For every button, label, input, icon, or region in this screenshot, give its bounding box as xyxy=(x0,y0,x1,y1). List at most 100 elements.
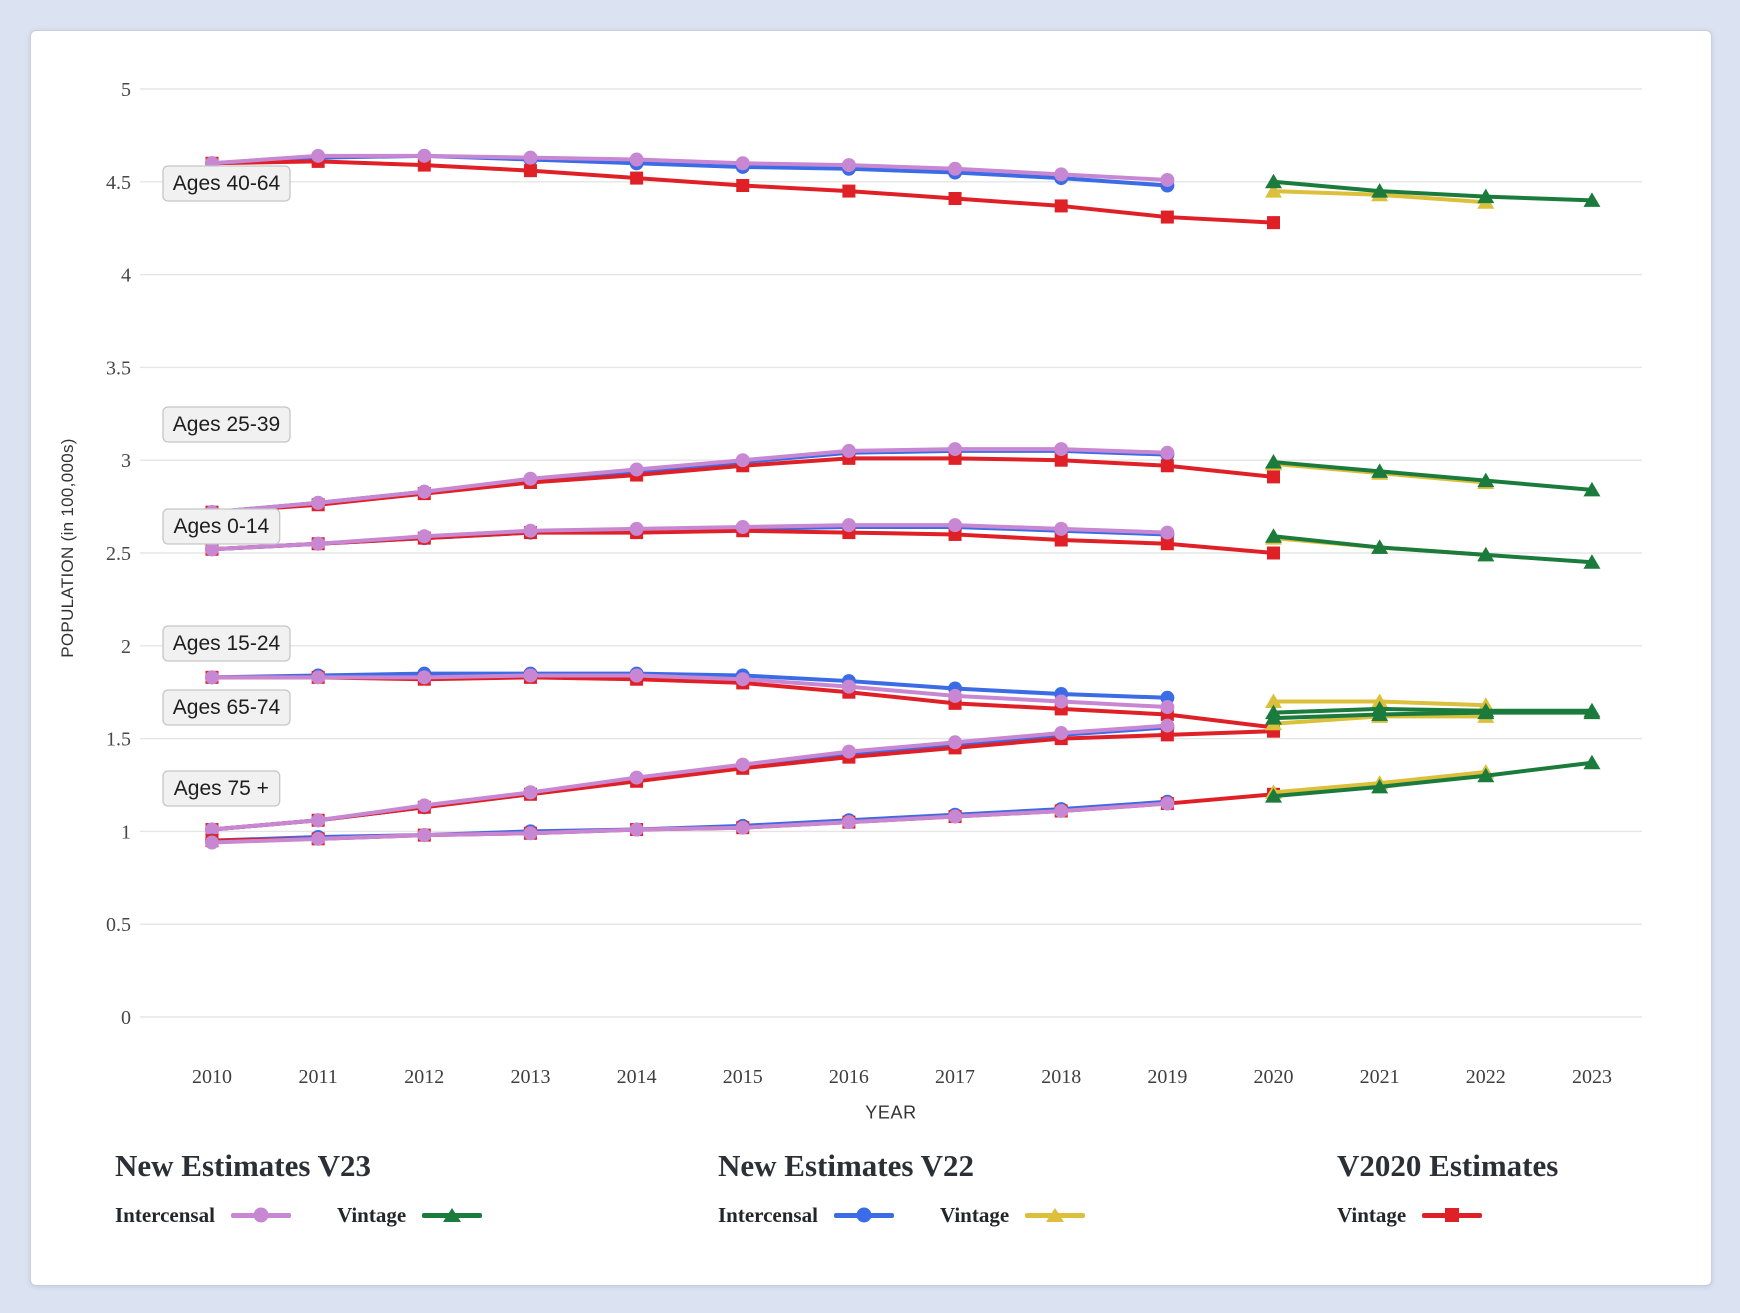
age-group-label-text: Ages 0-14 xyxy=(173,515,269,538)
series-line xyxy=(1271,534,1594,565)
circle-marker xyxy=(1160,796,1175,811)
triangle-marker xyxy=(1265,454,1282,469)
triangle-marker xyxy=(1371,463,1389,478)
square-marker xyxy=(1160,537,1174,551)
circle-marker xyxy=(948,735,963,750)
series-v23_vintage xyxy=(1265,704,1601,725)
circle-marker xyxy=(417,670,432,685)
y-tick-label: 2.5 xyxy=(106,543,131,565)
circle-marker xyxy=(523,668,538,683)
circle-marker xyxy=(205,822,219,837)
circle-marker xyxy=(311,831,326,846)
circle-marker xyxy=(735,757,750,772)
square-marker xyxy=(523,164,537,178)
triangle-marker xyxy=(1265,710,1282,725)
y-tick-label: 3 xyxy=(121,450,131,472)
circle-marker xyxy=(948,809,963,824)
circle-marker xyxy=(735,156,750,171)
y-tick-label: 3.5 xyxy=(106,357,131,379)
square-marker xyxy=(1267,216,1280,230)
circle-marker xyxy=(417,148,432,163)
line-circle-swatch-icon xyxy=(230,1205,291,1225)
series-line xyxy=(210,723,1170,832)
y-tick-label: 4.5 xyxy=(106,172,131,194)
legend-item-label: Vintage xyxy=(336,1202,407,1227)
age-group-label-text: Ages 75 + xyxy=(174,777,269,800)
circle-marker xyxy=(523,471,538,486)
legend-group-v2020: V2020 Estimates Vintage xyxy=(1337,1149,1558,1228)
triangle-marker xyxy=(1583,554,1601,569)
series-v23_intercensal xyxy=(205,796,1175,850)
legend-group-v22: New Estimates V22 Intercensal Vintage xyxy=(718,1149,1086,1228)
series-line xyxy=(210,671,1170,700)
circle-marker xyxy=(1160,445,1175,460)
legend-item-label: Vintage xyxy=(939,1202,1010,1227)
circle-marker xyxy=(841,443,856,458)
x-tick-label: 2015 xyxy=(723,1066,763,1088)
legend-item-label: Vintage xyxy=(1337,1202,1407,1227)
age-group-label-box xyxy=(162,689,291,726)
age-group-label-box xyxy=(162,406,291,443)
legend-item-v22-vintage[interactable]: Vintage xyxy=(939,1202,1086,1228)
series-v23_intercensal xyxy=(205,668,1175,715)
line-square-swatch-icon xyxy=(1422,1205,1483,1225)
triangle-marker xyxy=(1477,472,1495,488)
legend-item-v23-intercensal[interactable]: Intercensal xyxy=(115,1203,291,1228)
circle-marker xyxy=(417,529,432,544)
circle-marker xyxy=(311,148,326,163)
line-triangle-swatch-icon xyxy=(422,1205,483,1225)
square-marker xyxy=(1267,546,1280,560)
circle-marker xyxy=(417,484,432,499)
y-axis-title: POPULATION (in 100,000s) xyxy=(58,438,77,658)
series-line xyxy=(210,153,1170,182)
x-tick-label: 2013 xyxy=(510,1066,550,1088)
square-marker xyxy=(842,184,856,198)
x-tick-label: 2021 xyxy=(1360,1066,1400,1088)
square-marker xyxy=(630,171,644,185)
x-tick-label: 2022 xyxy=(1466,1066,1506,1088)
legend-item-v22-intercensal[interactable]: Intercensal xyxy=(718,1203,894,1228)
y-tick-label: 1.5 xyxy=(106,729,131,751)
line-triangle-swatch-icon xyxy=(1025,1205,1086,1225)
y-tick-label: 4 xyxy=(121,265,131,287)
series-v23_intercensal xyxy=(205,442,1175,520)
circle-marker xyxy=(735,672,750,687)
triangle-marker xyxy=(1583,704,1601,720)
triangle-marker xyxy=(1477,188,1495,204)
square-marker xyxy=(1054,453,1068,467)
square-marker xyxy=(1054,199,1068,213)
x-tick-label: 2010 xyxy=(192,1066,232,1088)
series-line xyxy=(1271,760,1594,799)
triangle-marker xyxy=(1583,192,1601,207)
circle-marker xyxy=(948,442,963,457)
legend-item-v23-vintage[interactable]: Vintage xyxy=(336,1202,483,1228)
square-marker xyxy=(1267,470,1280,484)
age-group-label-box xyxy=(162,165,291,202)
triangle-marker xyxy=(1583,754,1601,770)
triangle-marker xyxy=(1265,183,1282,198)
circle-marker xyxy=(205,835,219,850)
circle-marker xyxy=(948,161,963,176)
circle-marker xyxy=(523,826,538,841)
legend-item-label: Intercensal xyxy=(718,1202,818,1227)
circle-marker xyxy=(629,521,644,536)
circle-marker xyxy=(735,820,750,835)
square-marker xyxy=(1054,533,1068,547)
y-tick-label: 5 xyxy=(121,79,131,101)
circle-marker xyxy=(523,150,538,165)
x-tick-label: 2023 xyxy=(1572,1066,1612,1088)
circle-marker xyxy=(417,798,432,813)
x-tick-label: 2011 xyxy=(299,1066,338,1088)
circle-marker xyxy=(1054,694,1069,709)
series-line xyxy=(210,673,1170,710)
series-line xyxy=(1271,710,1594,721)
series-line xyxy=(1271,179,1594,203)
y-tick-label: 1 xyxy=(121,821,131,843)
square-marker xyxy=(1160,459,1174,473)
circle-marker xyxy=(1054,803,1069,818)
legend-item-v2020-vintage[interactable]: Vintage xyxy=(1337,1202,1483,1228)
series-v23_vintage xyxy=(1265,173,1601,207)
series-line xyxy=(210,523,1170,552)
series-line xyxy=(210,447,1170,515)
